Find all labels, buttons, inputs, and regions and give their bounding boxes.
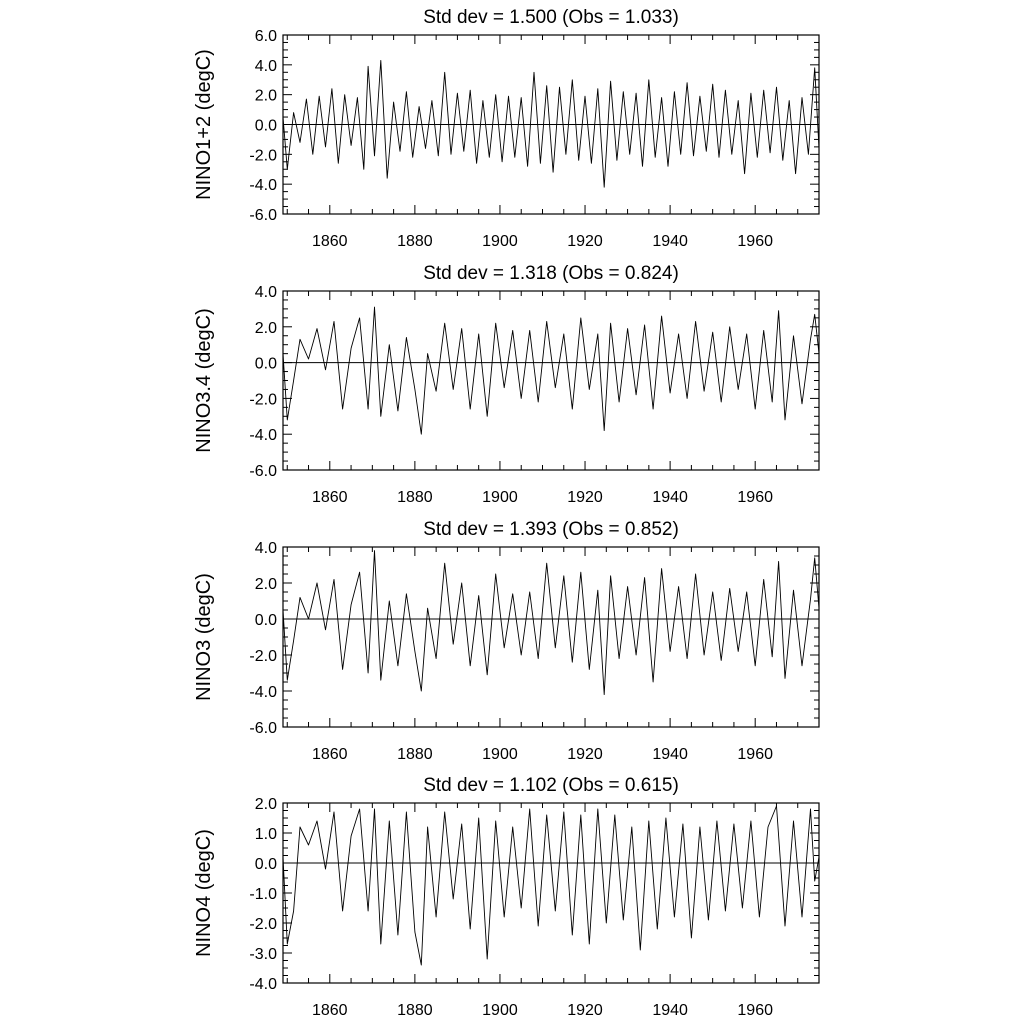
y-tick-label: -4.0 bbox=[249, 427, 277, 444]
y-axis-label: NINO4 (degC) bbox=[193, 829, 215, 957]
y-tick-label: 0.0 bbox=[255, 856, 277, 873]
y-tick-label: 0.0 bbox=[255, 612, 277, 629]
y-tick-label: -2.0 bbox=[249, 147, 277, 164]
x-tick-label: 1960 bbox=[737, 1002, 773, 1019]
chart-title: Std dev = 1.318 (Obs = 0.824) bbox=[423, 263, 679, 284]
x-tick-label: 1940 bbox=[652, 489, 688, 506]
x-tick-label: 1940 bbox=[652, 1002, 688, 1019]
y-tick-label: 2.0 bbox=[255, 796, 277, 813]
x-tick-label: 1900 bbox=[482, 746, 518, 763]
plot-frame bbox=[282, 546, 820, 728]
chart-title: Std dev = 1.393 (Obs = 0.852) bbox=[423, 519, 679, 540]
chart-title: Std dev = 1.500 (Obs = 1.033) bbox=[423, 7, 679, 28]
y-tick-label: -6.0 bbox=[249, 207, 277, 224]
y-tick-label: 2.0 bbox=[255, 320, 277, 337]
y-tick-label: 0.0 bbox=[255, 118, 277, 135]
y-axis-label: NINO3 (degC) bbox=[193, 573, 215, 701]
y-tick-label: -6.0 bbox=[249, 463, 277, 480]
series-line-1 bbox=[282, 306, 820, 435]
x-tick-label: 1960 bbox=[737, 489, 773, 506]
x-tick-label: 1960 bbox=[737, 746, 773, 763]
y-tick-label: 6.0 bbox=[255, 28, 277, 45]
y-tick-label: 4.0 bbox=[255, 58, 277, 75]
panel-4: Std dev = 1.102 (Obs = 0.615) NINO4 (degC… bbox=[193, 775, 820, 1019]
y-tick-label: 2.0 bbox=[255, 88, 277, 105]
y-tick-label: 4.0 bbox=[255, 284, 277, 301]
chart-title: Std dev = 1.102 (Obs = 0.615) bbox=[423, 775, 679, 796]
y-tick-label: -4.0 bbox=[249, 177, 277, 194]
x-tick-label: 1940 bbox=[652, 746, 688, 763]
y-tick-label: -1.0 bbox=[249, 886, 277, 903]
x-tick-label: 1860 bbox=[312, 746, 348, 763]
y-tick-label: 4.0 bbox=[255, 540, 277, 557]
x-tick-label: 1880 bbox=[397, 489, 433, 506]
x-tick-label: 1920 bbox=[567, 233, 603, 250]
x-tick-label: 1860 bbox=[312, 233, 348, 250]
y-tick-label: 1.0 bbox=[255, 826, 277, 843]
x-tick-label: 1880 bbox=[397, 233, 433, 250]
x-tick-label: 1920 bbox=[567, 489, 603, 506]
y-axis-label: NINO1+2 (degC) bbox=[193, 49, 215, 200]
x-tick-label: 1880 bbox=[397, 1002, 433, 1019]
y-tick-label: -2.0 bbox=[249, 916, 277, 933]
plot-frame bbox=[282, 290, 820, 471]
y-axis-label: NINO3.4 (degC) bbox=[193, 308, 215, 453]
plot-frame bbox=[282, 34, 820, 215]
y-tick-label: -2.0 bbox=[249, 391, 277, 408]
series-line-1 bbox=[282, 59, 820, 188]
x-tick-label: 1900 bbox=[482, 489, 518, 506]
x-tick-label: 1920 bbox=[567, 1002, 603, 1019]
x-tick-label: 1900 bbox=[482, 1002, 518, 1019]
plot-frame bbox=[282, 802, 820, 984]
x-tick-label: 1940 bbox=[652, 233, 688, 250]
y-tick-label: -4.0 bbox=[249, 976, 277, 993]
y-tick-label: -2.0 bbox=[249, 648, 277, 665]
y-tick-label: -6.0 bbox=[249, 720, 277, 737]
y-tick-label: -4.0 bbox=[249, 684, 277, 701]
series-line-1 bbox=[282, 550, 820, 696]
x-tick-label: 1960 bbox=[737, 233, 773, 250]
panel-3: Std dev = 1.393 (Obs = 0.852) NINO3 (degC… bbox=[193, 519, 820, 763]
panel-2: Std dev = 1.318 (Obs = 0.824) NINO3.4 (de… bbox=[193, 263, 820, 506]
x-tick-label: 1900 bbox=[482, 233, 518, 250]
x-tick-label: 1880 bbox=[397, 746, 433, 763]
series-line-1 bbox=[282, 805, 820, 966]
x-tick-label: 1920 bbox=[567, 746, 603, 763]
x-tick-label: 1860 bbox=[312, 489, 348, 506]
y-tick-label: 2.0 bbox=[255, 576, 277, 593]
x-tick-label: 1860 bbox=[312, 1002, 348, 1019]
panel-1: Std dev = 1.500 (Obs = 1.033) NINO1+2 (de… bbox=[193, 7, 820, 250]
y-tick-label: -3.0 bbox=[249, 946, 277, 963]
y-tick-label: 0.0 bbox=[255, 356, 277, 373]
